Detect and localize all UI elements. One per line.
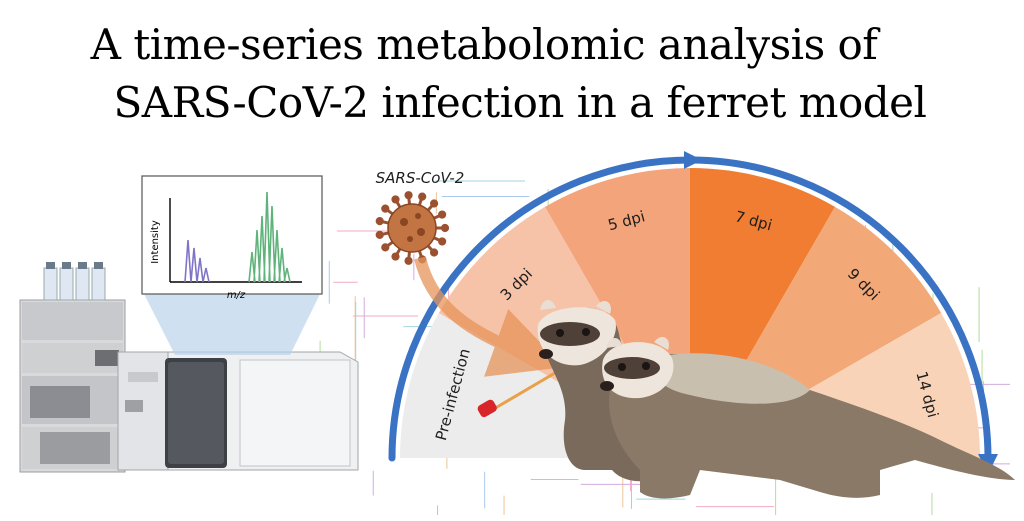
peaks-purple xyxy=(184,239,210,283)
nasal-swab xyxy=(477,368,561,418)
mass-spectrum-panel: Intensity m/z xyxy=(141,175,323,301)
spectrum-y-label: Intensity xyxy=(150,220,161,264)
title-line-2: SARS-CoV-2 infection in a ferret model xyxy=(113,78,927,127)
peaks-green xyxy=(248,191,291,283)
time-arrow-mid-head xyxy=(684,151,702,169)
virus-label: SARS-CoV-2 xyxy=(376,169,465,187)
mass-spectrometer xyxy=(117,351,359,471)
spectrum-x-label: m/z xyxy=(227,290,246,301)
infection-arrow xyxy=(414,256,564,377)
solvent-bottles xyxy=(43,262,106,301)
ferret-front xyxy=(600,336,1015,499)
spectrum-projection xyxy=(142,290,322,355)
title-line-1: A time-series metabolomic analysis of xyxy=(90,20,878,69)
virus-particle xyxy=(375,191,450,265)
hplc-system xyxy=(19,262,126,473)
